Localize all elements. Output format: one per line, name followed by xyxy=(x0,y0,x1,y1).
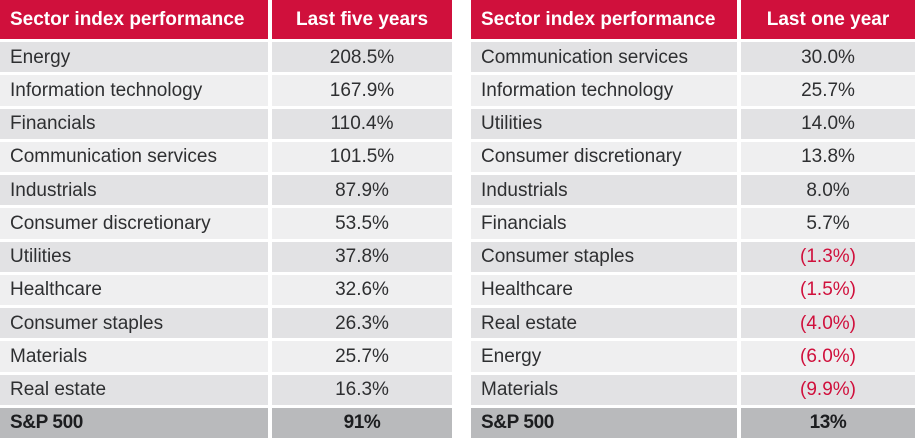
sector-name-cell: Financials xyxy=(0,108,268,139)
sector-value-cell: 30.0% xyxy=(741,42,915,73)
table-header-label: Sector index performance xyxy=(0,0,268,39)
sector-name-cell: Healthcare xyxy=(0,274,268,305)
sector-name-cell: Utilities xyxy=(0,241,268,272)
sector-value-cell: 5.7% xyxy=(741,208,915,239)
sp500-value: 13% xyxy=(741,407,915,438)
sector-name-cell: Materials xyxy=(0,341,268,372)
table-header-period: Last one year xyxy=(741,0,915,39)
sector-name-cell: Consumer discretionary xyxy=(471,141,737,172)
sector-value-cell: (4.0%) xyxy=(741,308,915,339)
sector-name-cell: Utilities xyxy=(471,108,737,139)
sector-name-cell: Information technology xyxy=(0,75,268,106)
sector-value-cell: 37.8% xyxy=(272,241,452,272)
sector-name-cell: Healthcare xyxy=(471,274,737,305)
sp500-label: S&P 500 xyxy=(0,407,268,438)
sector-name-cell: Financials xyxy=(471,208,737,239)
sector-value-cell: 8.0% xyxy=(741,175,915,206)
sector-value-cell: (9.9%) xyxy=(741,374,915,405)
table-header-label: Sector index performance xyxy=(471,0,737,39)
sector-value-cell: 26.3% xyxy=(272,308,452,339)
sp500-label: S&P 500 xyxy=(471,407,737,438)
sector-name-cell: Real estate xyxy=(0,374,268,405)
table-header-period: Last five years xyxy=(272,0,452,39)
sector-value-cell: 16.3% xyxy=(272,374,452,405)
sector-value-cell: 32.6% xyxy=(272,274,452,305)
sector-value-cell: (1.3%) xyxy=(741,241,915,272)
sector-value-cell: 110.4% xyxy=(272,108,452,139)
sector-name-cell: Information technology xyxy=(471,75,737,106)
sector-value-cell: 25.7% xyxy=(272,341,452,372)
table-last-one-year: Sector index performance Last one year C… xyxy=(471,0,915,442)
sector-name-cell: Consumer staples xyxy=(471,241,737,272)
sector-name-cell: Consumer staples xyxy=(0,308,268,339)
sector-value-cell: 25.7% xyxy=(741,75,915,106)
sector-value-cell: (6.0%) xyxy=(741,341,915,372)
sector-name-cell: Communication services xyxy=(471,42,737,73)
sp500-value: 91% xyxy=(272,407,452,438)
sector-name-cell: Energy xyxy=(471,341,737,372)
sector-name-cell: Communication services xyxy=(0,141,268,172)
sector-value-cell: 53.5% xyxy=(272,208,452,239)
sector-value-cell: (1.5%) xyxy=(741,274,915,305)
sector-value-cell: 101.5% xyxy=(272,141,452,172)
sector-name-cell: Consumer discretionary xyxy=(0,208,268,239)
table-last-five-years: Sector index performance Last five years… xyxy=(0,0,452,442)
sector-name-cell: Real estate xyxy=(471,308,737,339)
sector-name-cell: Industrials xyxy=(0,175,268,206)
sector-value-cell: 14.0% xyxy=(741,108,915,139)
sector-value-cell: 167.9% xyxy=(272,75,452,106)
sector-value-cell: 208.5% xyxy=(272,42,452,73)
sector-value-cell: 13.8% xyxy=(741,141,915,172)
sector-name-cell: Energy xyxy=(0,42,268,73)
sector-name-cell: Materials xyxy=(471,374,737,405)
sector-name-cell: Industrials xyxy=(471,175,737,206)
sector-value-cell: 87.9% xyxy=(272,175,452,206)
